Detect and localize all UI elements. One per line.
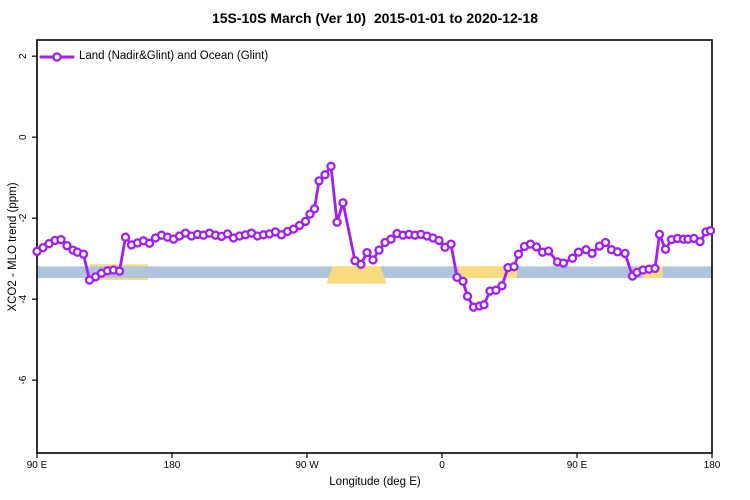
data-point (434, 235, 444, 246)
data-point (56, 234, 66, 245)
data-point (705, 226, 716, 236)
data-point (38, 243, 48, 253)
orange-highlight-2 (326, 266, 387, 284)
data-point (660, 244, 671, 254)
data-point (587, 248, 597, 259)
data-point (338, 198, 348, 208)
data-point (513, 249, 524, 259)
y-axis-label: XCO2 - MLO trend (ppm) (7, 182, 19, 312)
x-tick-label: 180 (164, 460, 181, 471)
data-point (320, 170, 330, 180)
data-point (222, 229, 233, 239)
legend-key (39, 52, 75, 62)
data-point (509, 262, 519, 272)
data-point (558, 258, 569, 268)
data-point (294, 220, 305, 231)
data-point (144, 238, 155, 248)
data-point (114, 266, 125, 276)
data-point (479, 300, 489, 310)
x-axis-label: Longitude (deg E) (329, 476, 421, 488)
x-tick-label: 90 E (567, 460, 588, 471)
data-point (567, 253, 578, 263)
data-point (120, 232, 131, 242)
data-point (458, 276, 468, 286)
data-point (491, 285, 501, 295)
legend-label: Land (Nadir&Glint) and Ocean (Glint) (79, 50, 269, 62)
data-point (650, 263, 660, 274)
reference-bands (37, 264, 712, 284)
data-point (62, 241, 72, 251)
chart-title: 15S-10S March (Ver 10) 2015-01-01 to 202… (211, 10, 539, 26)
x-tick-label: 180 (704, 460, 721, 471)
legend-marker-icon (52, 52, 62, 62)
data-point (695, 236, 705, 247)
data-point (332, 217, 342, 227)
data-point (368, 255, 378, 265)
data-point (374, 245, 384, 255)
data-point (612, 247, 623, 257)
data-point (497, 281, 507, 291)
x-tick-label: 0 (439, 460, 445, 471)
data-point (309, 204, 320, 214)
series-land-ocean (32, 161, 716, 312)
data-point (600, 237, 611, 248)
data-point (573, 247, 584, 257)
data-point (452, 272, 462, 282)
data-point (620, 248, 630, 259)
data-point (78, 249, 89, 259)
data-point (446, 239, 456, 249)
y-tick-label: -2 (18, 213, 29, 222)
data-point (531, 242, 542, 252)
series-line (35, 164, 712, 309)
x-axis: 90 E 180 90 W 0 90 E 180 (27, 453, 721, 471)
plot-border (36, 39, 713, 454)
x-tick-label: 90 W (295, 460, 319, 471)
data-point (362, 247, 372, 258)
x-tick-label: 90 E (27, 460, 48, 471)
y-axis: 2 0 -2 -4 -6 (18, 53, 37, 385)
orange-highlight-3 (458, 266, 517, 279)
data-point (654, 229, 665, 240)
y-tick-label: -4 (18, 294, 29, 303)
data-point (314, 176, 324, 186)
data-point (356, 259, 366, 269)
y-tick-label: -6 (18, 375, 29, 384)
data-point (543, 246, 554, 256)
y-tick-label: 0 (18, 134, 29, 140)
data-point (386, 234, 396, 244)
data-point (462, 291, 473, 301)
data-point (300, 216, 311, 227)
data-point (326, 161, 336, 171)
y-tick-label: 2 (18, 53, 29, 59)
